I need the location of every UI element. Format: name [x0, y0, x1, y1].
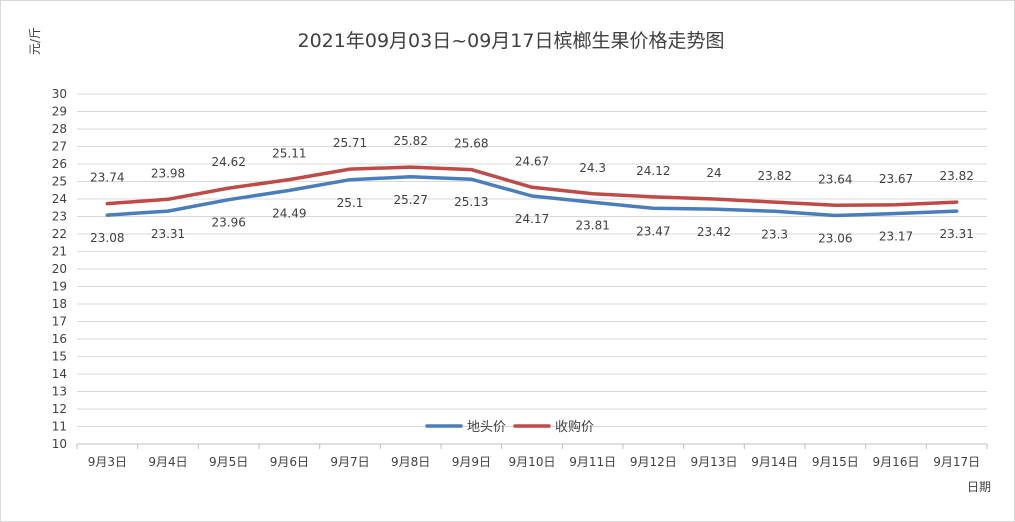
x-tick-label: 9月12日: [630, 455, 677, 469]
data-label: 24.3: [579, 161, 606, 175]
y-tick-label: 10: [52, 437, 67, 451]
x-tick-label: 9月13日: [691, 455, 738, 469]
legend-entry: 收购价: [555, 419, 594, 435]
y-tick-label: 17: [52, 315, 67, 329]
y-tick-label: 20: [52, 262, 67, 276]
data-label: 25.68: [454, 137, 488, 151]
data-label: 23.17: [879, 230, 913, 244]
data-label: 23.81: [575, 218, 609, 232]
y-tick-label: 30: [52, 87, 67, 101]
y-tick-label: 16: [52, 332, 67, 346]
x-tick-label: 9月6日: [270, 455, 309, 469]
y-tick-label: 15: [52, 350, 67, 364]
data-label: 23.82: [757, 169, 791, 183]
x-tick-label: 9月10日: [509, 455, 556, 469]
x-tick-label: 9月16日: [873, 455, 920, 469]
data-label: 23.74: [90, 171, 124, 185]
data-label: 24.12: [636, 164, 670, 178]
x-tick-label: 9月8日: [391, 455, 430, 469]
y-tick-label: 12: [52, 402, 67, 416]
data-label: 23.3: [761, 227, 788, 241]
legend-entry: 地头价: [467, 420, 506, 435]
y-tick-label: 13: [52, 385, 67, 399]
x-tick-label: 9月11日: [569, 455, 616, 469]
y-tick-label: 26: [52, 157, 67, 171]
x-tick-label: 9月4日: [148, 455, 187, 469]
data-label: 24: [706, 166, 721, 180]
data-labels: 23.08 23.31 23.96 24.49 25.1 25.27 25.13 24.17 2…: [90, 134, 974, 245]
series-line: [105, 175, 959, 218]
data-label: 23.31: [151, 227, 185, 241]
data-label: 25.82: [393, 134, 427, 148]
x-tick-labels: 9月3日 9月4日 9月5日 9月6日 9月7日 9月8日 9月9日 9月10日 9月11日 9月…: [88, 455, 980, 469]
y-tick-label: 23: [52, 210, 67, 224]
x-tick-label: 9月14日: [751, 455, 798, 469]
legend: 地头价 收购价: [425, 419, 594, 435]
x-tick-label: 9月3日: [88, 455, 127, 469]
data-label: 23.96: [211, 216, 245, 230]
data-label: 23.31: [939, 227, 973, 241]
data-label: 23.67: [879, 172, 913, 186]
data-label: 23.42: [697, 225, 731, 239]
data-label: 24.67: [515, 154, 549, 168]
data-label: 25.1: [337, 196, 364, 210]
x-tick-label: 9月17日: [933, 455, 980, 469]
y-tick-label: 27: [52, 140, 67, 154]
chart-title: 2021年09月03日~09月17日槟榔生果价格走势图: [298, 30, 725, 52]
y-tick-label: 21: [52, 245, 67, 259]
x-tick-label: 9月5日: [209, 455, 248, 469]
x-tick-label: 9月15日: [812, 455, 859, 469]
x-axis-label: 日期: [967, 480, 991, 494]
data-label: 24.17: [515, 212, 549, 226]
data-label: 23.06: [818, 231, 852, 245]
data-label: 24.49: [272, 206, 306, 220]
y-tick-label: 28: [52, 122, 67, 136]
series-line: [105, 165, 959, 208]
series-lines: [105, 165, 959, 218]
x-tick-label: 9月9日: [452, 455, 491, 469]
y-tick-label: 22: [52, 227, 67, 241]
y-tick-label: 14: [52, 367, 67, 381]
data-label: 25.11: [272, 147, 306, 161]
y-tick-label: 11: [52, 420, 67, 434]
data-label: 23.82: [939, 169, 973, 183]
y-tick-labels: 10 11 12 13 14 15 16 17 18 19 20 21 22 23 24 25 26 27 28 29…: [52, 87, 67, 451]
y-axis-label: 元/斤: [28, 27, 42, 55]
data-label: 23.64: [818, 172, 852, 186]
y-tick-label: 18: [52, 297, 67, 311]
data-label: 25.27: [393, 193, 427, 207]
data-label: 23.08: [90, 231, 124, 245]
data-label: 25.71: [333, 136, 367, 150]
y-tick-label: 19: [52, 280, 67, 294]
data-label: 23.47: [636, 224, 670, 238]
gridlines: [76, 93, 988, 449]
data-label: 25.13: [454, 195, 488, 209]
y-tick-label: 24: [52, 192, 67, 206]
data-label: 23.98: [151, 166, 185, 180]
y-tick-label: 29: [52, 105, 67, 119]
x-tick-label: 9月7日: [330, 455, 369, 469]
data-label: 24.62: [211, 155, 245, 169]
y-tick-label: 25: [52, 175, 67, 189]
